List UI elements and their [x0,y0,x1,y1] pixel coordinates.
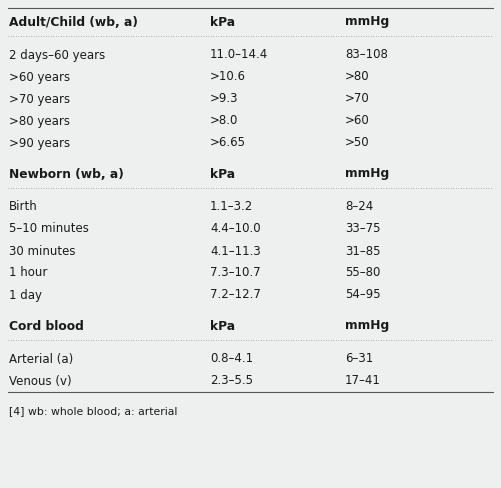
Text: 30 minutes: 30 minutes [9,244,76,258]
Text: 1.1–3.2: 1.1–3.2 [210,201,253,214]
Text: 17–41: 17–41 [345,374,381,387]
Text: 31–85: 31–85 [345,244,380,258]
Text: mmHg: mmHg [345,16,389,28]
Text: >60: >60 [345,115,370,127]
Text: 83–108: 83–108 [345,48,388,61]
Text: >70: >70 [345,93,370,105]
Text: 11.0–14.4: 11.0–14.4 [210,48,268,61]
Text: kPa: kPa [210,320,235,332]
Text: >80 years: >80 years [9,115,70,127]
Text: >50: >50 [345,137,370,149]
Text: >70 years: >70 years [9,93,70,105]
Text: 6–31: 6–31 [345,352,373,366]
Text: 7.2–12.7: 7.2–12.7 [210,288,261,302]
Text: 1 day: 1 day [9,288,42,302]
Text: >60 years: >60 years [9,70,70,83]
Text: 33–75: 33–75 [345,223,380,236]
Text: >9.3: >9.3 [210,93,238,105]
Text: 54–95: 54–95 [345,288,381,302]
Text: 7.3–10.7: 7.3–10.7 [210,266,261,280]
Text: Arterial (a): Arterial (a) [9,352,73,366]
Text: Venous (v): Venous (v) [9,374,72,387]
Text: [4] wb: whole blood; a: arterial: [4] wb: whole blood; a: arterial [9,406,177,416]
Text: >8.0: >8.0 [210,115,238,127]
Text: mmHg: mmHg [345,320,389,332]
Text: kPa: kPa [210,16,235,28]
Text: kPa: kPa [210,167,235,181]
Text: 5–10 minutes: 5–10 minutes [9,223,89,236]
Text: mmHg: mmHg [345,167,389,181]
Text: >90 years: >90 years [9,137,70,149]
Text: Cord blood: Cord blood [9,320,84,332]
Text: Birth: Birth [9,201,38,214]
Text: 8–24: 8–24 [345,201,373,214]
Text: 4.1–11.3: 4.1–11.3 [210,244,261,258]
Text: Newborn (wb, a): Newborn (wb, a) [9,167,124,181]
Text: 1 hour: 1 hour [9,266,48,280]
Text: >6.65: >6.65 [210,137,246,149]
Text: 2.3–5.5: 2.3–5.5 [210,374,253,387]
Text: >80: >80 [345,70,370,83]
Text: 55–80: 55–80 [345,266,380,280]
Text: >10.6: >10.6 [210,70,246,83]
Text: 4.4–10.0: 4.4–10.0 [210,223,261,236]
Text: 0.8–4.1: 0.8–4.1 [210,352,253,366]
Text: Adult/Child (wb, a): Adult/Child (wb, a) [9,16,138,28]
Text: 2 days–60 years: 2 days–60 years [9,48,105,61]
